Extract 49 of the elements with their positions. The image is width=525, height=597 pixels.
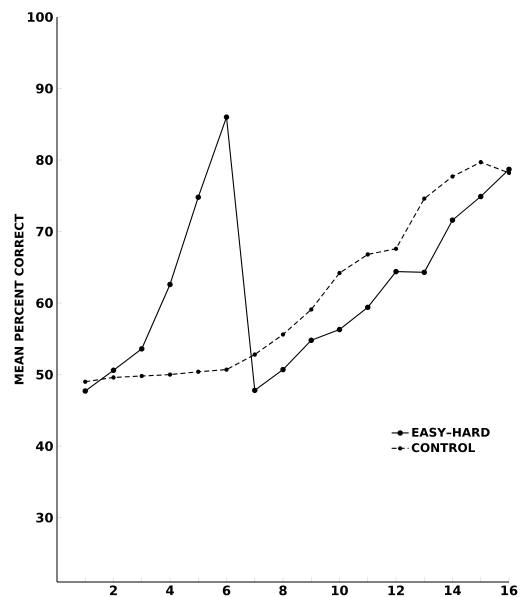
point [280,366,286,372]
point [224,114,230,120]
point [224,367,229,372]
point [366,252,370,257]
legend-label: CONTROL [412,443,475,452]
y-tick-label: 100 [28,12,53,22]
point [478,194,484,200]
point [111,375,116,380]
x-tick-label: 2 [110,586,117,596]
y-axis-title: MEAN PERCENT CORRECT [14,214,24,384]
point [478,160,483,164]
point [336,326,342,332]
point [139,346,144,352]
point [280,332,286,337]
x-tick-label: 12 [388,586,404,596]
y-tick-label: 70 [36,226,53,236]
legend-label: EASY–HARD [412,428,490,437]
point [365,304,370,310]
point [422,270,427,276]
point [252,388,258,394]
point [83,380,88,384]
x-tick-label: 6 [222,586,230,596]
point [309,307,314,312]
y-tick-label: 80 [36,155,53,165]
x-tick-label: 8 [279,586,287,596]
point [308,338,314,344]
x-tick-label: 14 [444,586,461,595]
point [393,268,399,274]
x-tick-label: 16 [501,586,518,596]
point [422,196,426,201]
y-tick-label: 30 [36,512,53,523]
point [168,372,172,377]
x-tick-label: 10 [332,586,348,596]
point [252,352,257,357]
y-tick-label: 40 [36,441,53,452]
point [82,388,88,394]
point [196,370,200,374]
y-tick-label: 60 [36,298,53,308]
x-tick-label: 4 [166,586,174,595]
point [140,374,144,378]
point [337,270,342,276]
y-tick-label: 90 [36,84,53,94]
point [450,174,455,179]
point [394,246,398,251]
point [450,217,456,223]
point [167,282,173,288]
point [110,368,116,374]
y-tick-label: 50 [36,370,53,380]
point [196,194,201,200]
